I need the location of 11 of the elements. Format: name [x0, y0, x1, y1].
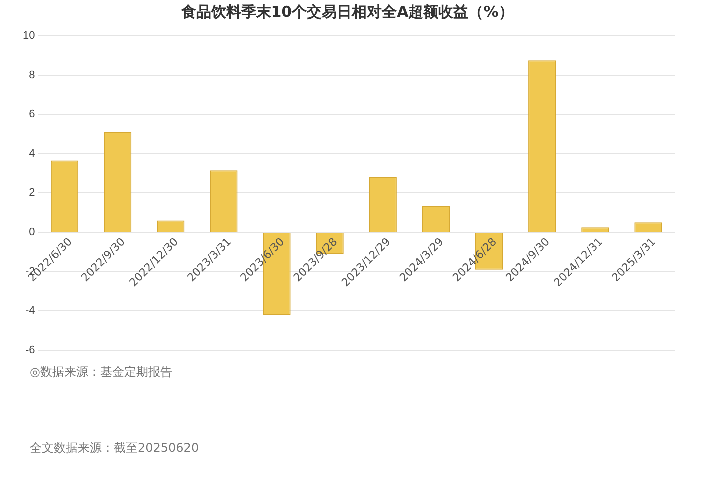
text: 全文数据来源：截至20250620	[30, 440, 200, 457]
y-tick-label: 0	[29, 226, 36, 239]
text: ◎数据来源：基金定期报告	[30, 364, 172, 381]
y-tick-label: 6	[29, 108, 36, 121]
y-tick-label: 8	[29, 69, 36, 82]
y-tick-label: 10	[22, 30, 36, 42]
chart-title: 食品饮料季末10个交易日相对全A超额收益（%）	[180, 2, 514, 21]
y-tick-label: -4	[25, 305, 36, 318]
y-tick-label: -6	[25, 344, 36, 356]
y-tick-label: 2	[29, 187, 36, 200]
y-tick-label: 4	[29, 148, 36, 160]
